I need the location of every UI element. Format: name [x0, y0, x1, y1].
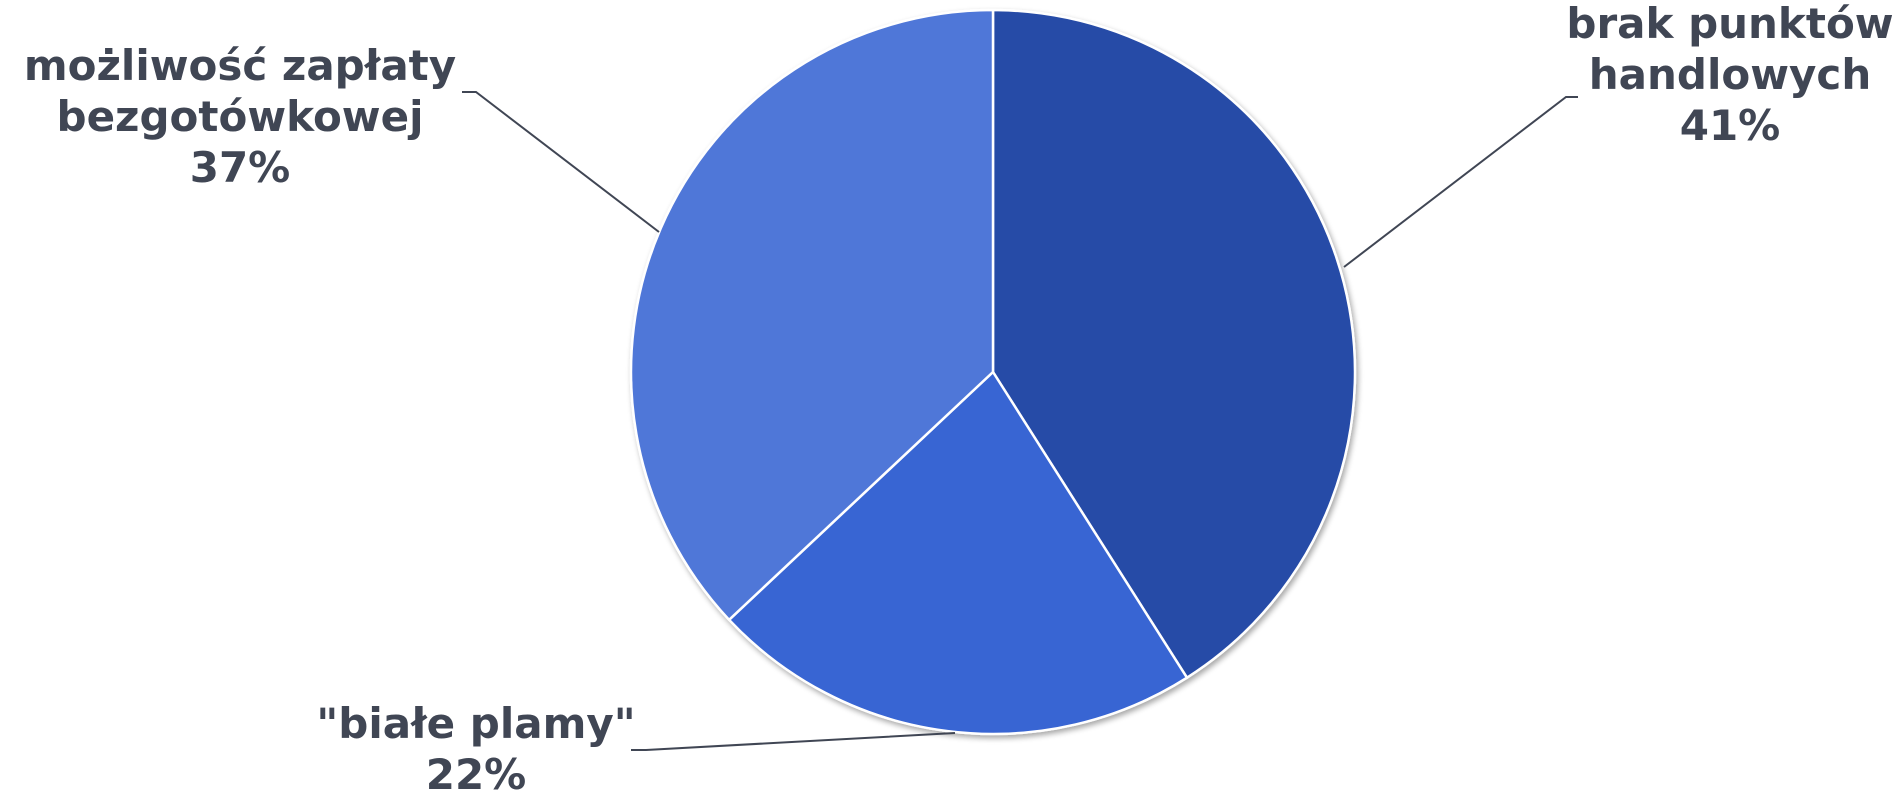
slice-label-3: możliwość zapłaty bezgotówkowej 37% — [24, 41, 456, 192]
slice-label-2: "białe plamy" 22% — [316, 699, 635, 799]
pie-slice-1 — [991, 8, 1357, 679]
leader-line-1 — [1343, 96, 1578, 268]
leader-line-2 — [631, 732, 956, 751]
slice-category-label: handlowych — [1589, 50, 1871, 99]
slice-percent-label: 37% — [190, 143, 291, 192]
leader-line-3 — [462, 91, 660, 233]
slice-labels: brak punktów handlowych 41% "białe plamy" 22… — [24, 0, 1894, 799]
pie-slice-2 — [727, 370, 1189, 736]
slice-category-label: możliwość zapłaty — [24, 41, 456, 90]
pie-slices — [629, 8, 1357, 736]
slice-percent-label: 22% — [426, 750, 527, 799]
slice-category-label: brak punktów — [1566, 0, 1893, 48]
slice-category-label: "białe plamy" — [316, 699, 635, 748]
pie-slice-3 — [629, 8, 995, 622]
slice-percent-label: 41% — [1680, 101, 1781, 150]
leader-lines — [462, 91, 1578, 751]
slice-category-label: bezgotówkowej — [57, 92, 424, 141]
slice-label-1: brak punktów handlowych 41% — [1566, 0, 1893, 150]
